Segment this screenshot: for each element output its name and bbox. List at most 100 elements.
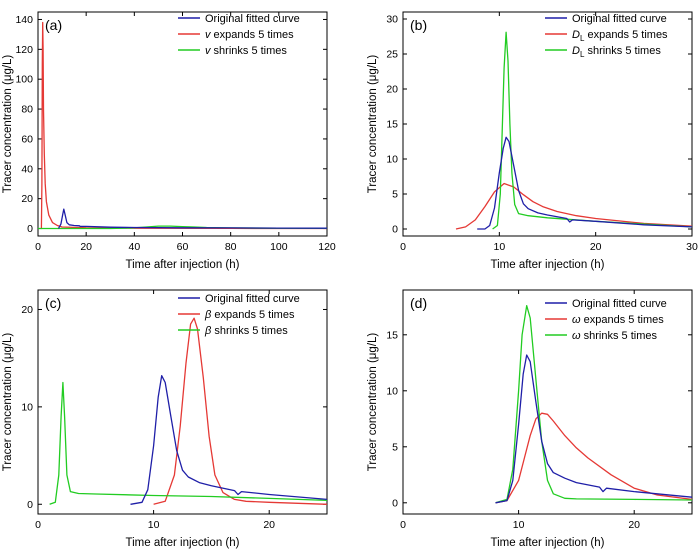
legend-text-part: expands 5 times — [581, 314, 665, 326]
y-axis-label: Tracer concentration (μg/L) — [367, 55, 379, 194]
legend-text-part: β — [204, 325, 212, 337]
y-axis-label: Tracer concentration (μg/L) — [367, 333, 379, 472]
legend-entry-expand: v expands 5 times — [205, 29, 294, 41]
panel-c: 0 10 20 0 10 20 Time after injection (h) Tracer… — [2, 289, 328, 549]
x-tick-label: 10 — [148, 519, 160, 531]
legend-text-part: v — [205, 45, 212, 57]
legend-text-part: D — [572, 45, 580, 57]
x-tick-label: 80 — [225, 241, 237, 253]
legend-entry-shrink: ω shrinks 5 times — [572, 330, 657, 342]
y-tick-label: 10 — [21, 401, 33, 413]
y-axis-label: Tracer concentration (μg/L) — [2, 333, 14, 472]
panel-label: (b) — [410, 17, 427, 33]
x-tick-label: 0 — [400, 519, 406, 531]
y-tick-label: 10 — [386, 385, 398, 397]
x-tick-label: 30 — [686, 241, 698, 253]
legend-entry-expand: ω expands 5 times — [572, 314, 664, 326]
legend-text-part: Original fitted curve — [572, 13, 667, 25]
x-tick-label: 0 — [35, 241, 41, 253]
series-line-expand — [153, 317, 327, 505]
legend-text-part: expands 5 times — [211, 29, 295, 41]
legend-text-part: Original fitted curve — [572, 298, 667, 310]
y-tick-label: 15 — [386, 119, 398, 131]
series-line-shrink — [492, 31, 692, 230]
legend-text-part: D — [572, 29, 580, 41]
series-group — [495, 305, 692, 504]
x-tick-label: 100 — [270, 241, 288, 253]
legend-entry-original: Original fitted curve — [572, 13, 667, 25]
legend-entry-expand: β expands 5 times — [204, 309, 295, 321]
legend-text-part: shrinks 5 times — [584, 45, 661, 57]
x-tick-label: 10 — [493, 241, 505, 253]
x-tick-label: 0 — [35, 519, 41, 531]
legend-text-part: shrinks 5 times — [211, 45, 288, 57]
legend-text-part: v — [205, 29, 212, 41]
legend-entry-original: Original fitted curve — [572, 298, 667, 310]
x-tick-label: 40 — [128, 241, 140, 253]
series-line-shrink — [495, 305, 692, 504]
legend-text-part: shrinks 5 times — [211, 325, 288, 337]
y-axis-label: Tracer concentration (μg/L) — [2, 55, 14, 194]
series-line-shrink — [49, 381, 327, 505]
series-line-original — [130, 375, 327, 505]
y-tick-label: 120 — [15, 44, 33, 56]
panel-label: (d) — [410, 295, 427, 311]
panel-b: 0 10 20 30 0 5 10 15 20 25 30 Time after injection … — [367, 11, 698, 271]
y-tick-label: 80 — [21, 104, 33, 116]
x-axis-label: Time after injection (h) — [126, 259, 240, 271]
y-tick-label: 20 — [21, 193, 33, 205]
x-tick-label: 20 — [590, 241, 602, 253]
panel-a: 0 20 40 60 80 100 120 0 20 40 60 80 100 120 140 Time af… — [2, 11, 336, 271]
legend-text-part: L — [580, 50, 585, 59]
y-tick-label: 30 — [386, 14, 398, 26]
legend-text-part: Original fitted curve — [205, 13, 300, 25]
legend-entry-expand: DL expands 5 times — [572, 29, 668, 43]
y-tick-label: 20 — [21, 304, 33, 316]
legend-entry-shrink: v shrinks 5 times — [205, 45, 287, 57]
y-tick-label: 25 — [386, 49, 398, 61]
y-tick-label: 5 — [392, 189, 398, 201]
y-tick-label: 0 — [392, 224, 398, 236]
panel-label: (c) — [45, 295, 61, 311]
y-tick-label: 60 — [21, 133, 33, 145]
legend-text-part: β — [204, 309, 212, 321]
x-axis-label: Time after injection (h) — [491, 537, 605, 549]
y-tick-label: 140 — [15, 14, 33, 26]
x-tick-label: 60 — [177, 241, 189, 253]
series-line-original — [477, 136, 692, 230]
series-group — [49, 317, 327, 505]
x-axis-label: Time after injection (h) — [126, 537, 240, 549]
legend-entry-shrink: β shrinks 5 times — [204, 325, 288, 337]
series-line-original — [495, 354, 692, 504]
x-tick-label: 0 — [400, 241, 406, 253]
legend-text-part: shrinks 5 times — [581, 330, 658, 342]
y-tick-label: 10 — [386, 154, 398, 166]
panel-d: 0 10 20 0 5 10 15 Time after injection (h) Trace… — [367, 289, 693, 549]
series-group — [455, 31, 692, 230]
legend-entry-original: Original fitted curve — [205, 13, 300, 25]
legend-text-part: Original fitted curve — [205, 293, 300, 305]
legend-text-part: expands 5 times — [211, 309, 295, 321]
legend-text-part: ω — [572, 330, 581, 342]
x-tick-label: 20 — [80, 241, 92, 253]
x-tick-label: 20 — [263, 519, 275, 531]
plot-frame — [37, 289, 328, 515]
x-tick-label: 10 — [513, 519, 525, 531]
y-tick-label: 0 — [27, 223, 33, 235]
y-tick-label: 0 — [27, 499, 33, 511]
legend-text-part: L — [580, 34, 585, 43]
panel-label: (a) — [45, 17, 62, 33]
legend-text-part: expands 5 times — [584, 29, 668, 41]
series-line-expand — [455, 182, 692, 230]
y-tick-label: 100 — [15, 74, 33, 86]
x-axis-label: Time after injection (h) — [491, 259, 605, 271]
y-tick-label: 0 — [392, 497, 398, 509]
y-tick-label: 15 — [386, 329, 398, 341]
x-tick-label: 120 — [318, 241, 336, 253]
series-line-original — [57, 208, 327, 229]
series-line-expand — [495, 412, 692, 504]
legend-entry-original: Original fitted curve — [205, 293, 300, 305]
y-tick-label: 5 — [392, 441, 398, 453]
legend-text-part: ω — [572, 314, 581, 326]
